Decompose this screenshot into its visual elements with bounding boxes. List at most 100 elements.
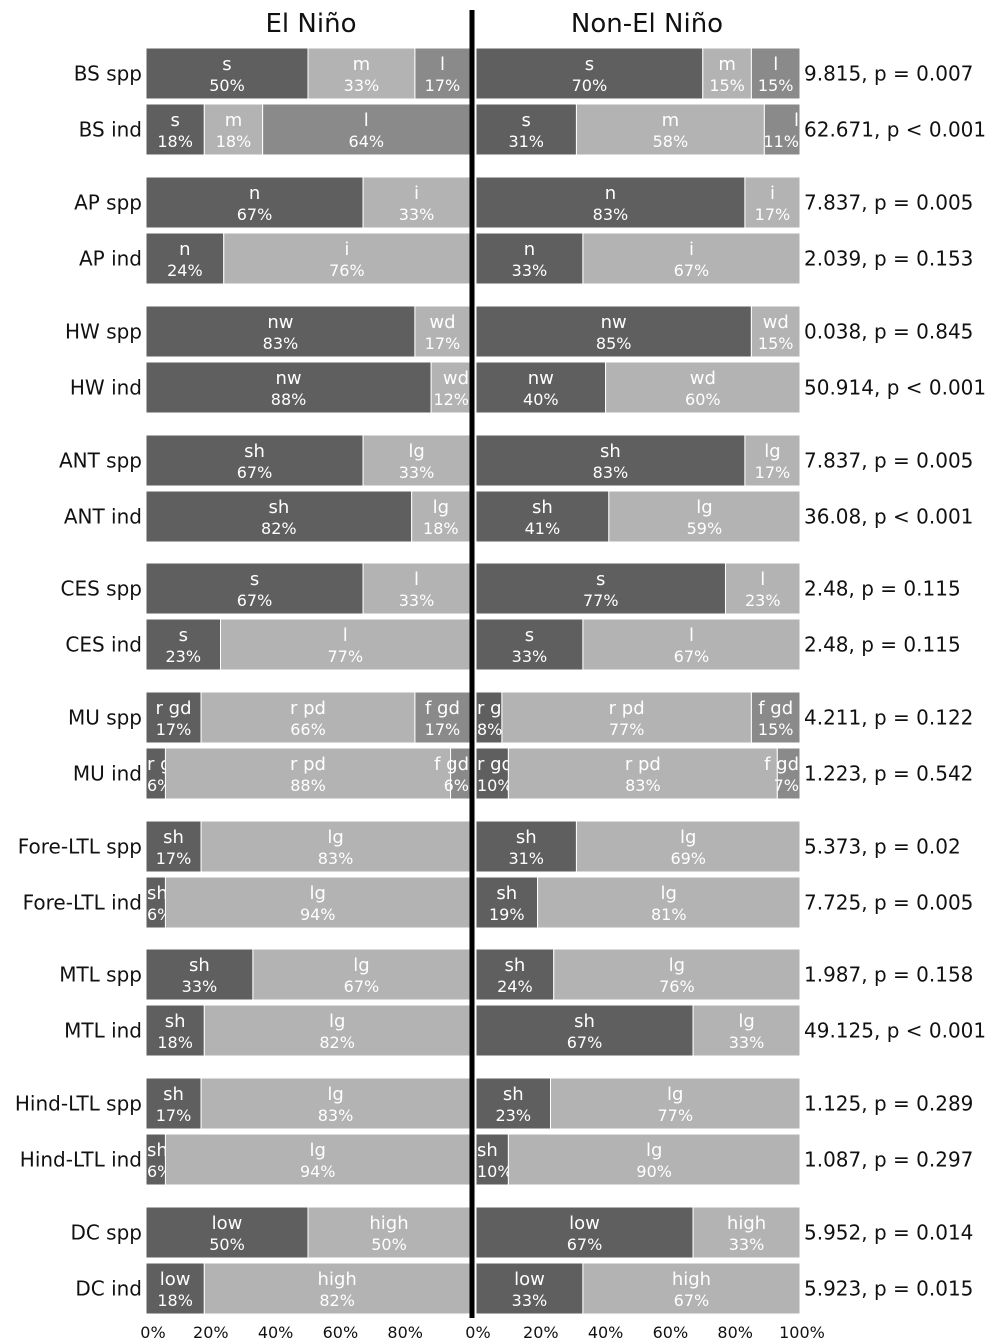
bar-segment-fore-ltl-ind-non-el_nino-1	[537, 876, 801, 929]
segment-name-ant-ind-el-nino-1: lg	[433, 497, 449, 518]
bar-segment-ap-ind-el-nino-0	[145, 232, 225, 285]
segment-name-hind-ltl-ind-el-nino-1: lg	[310, 1140, 326, 1161]
stat-label-ces-ind: 2.48, p = 0.115	[804, 633, 961, 657]
segment-name-ap-ind-non-el_nino-0: n	[524, 239, 535, 260]
bar-segment-hw-spp-el-nino-0	[145, 305, 416, 358]
segment-name-ap-spp-non-el_nino-1: i	[770, 183, 775, 204]
bar-segment-ant-spp-non-el_nino-1	[744, 434, 801, 487]
stat-label-dc-spp: 5.952, p = 0.014	[804, 1221, 973, 1245]
bar-segment-bs-spp-non-el_nino-0	[475, 47, 704, 100]
tick-label-right-3: 60%	[653, 1323, 689, 1342]
segment-pct-bs-spp-non-el_nino-0: 70%	[572, 76, 608, 95]
segment-pct-bs-ind-el-nino-0: 18%	[157, 132, 193, 151]
segment-name-mtl-ind-el-nino-0: sh	[165, 1011, 186, 1032]
stat-label-ap-ind: 2.039, p = 0.153	[804, 247, 973, 271]
bar-segment-hw-spp-el-nino-1	[414, 305, 471, 358]
stat-label-hind-ltl-spp: 1.125, p = 0.289	[804, 1092, 973, 1116]
segment-pct-hw-spp-non-el_nino-1: 15%	[758, 334, 794, 353]
bar-segment-hind-ltl-ind-el-nino-1	[164, 1133, 471, 1186]
segment-pct-mu-spp-non-el_nino-0: 8%	[477, 720, 502, 739]
segment-name-fore-ltl-ind-el-nino-0: sh	[147, 883, 168, 904]
segment-pct-hw-spp-non-el_nino-0: 85%	[596, 334, 632, 353]
segment-pct-bs-spp-el-nino-0: 50%	[209, 76, 245, 95]
bar-segment-mu-ind-non-el_nino-2	[776, 747, 801, 800]
segment-name-bs-ind-non-el_nino-0: s	[522, 110, 531, 131]
bar-segment-ap-ind-non-el_nino-1	[582, 232, 801, 285]
panel-title-el-nino: El Niño	[266, 9, 357, 39]
bar-segment-dc-spp-non-el_nino-1	[692, 1206, 801, 1259]
segment-pct-hind-ltl-spp-non-el_nino-0: 23%	[495, 1106, 531, 1125]
bar-segment-bs-spp-el-nino-0	[145, 47, 309, 100]
segment-pct-fore-ltl-spp-non-el_nino-0: 31%	[508, 849, 544, 868]
segment-pct-bs-ind-el-nino-2: 64%	[349, 132, 385, 151]
bar-segment-ap-spp-el-nino-1	[362, 176, 471, 229]
bar-segment-dc-spp-el-nino-0	[145, 1206, 309, 1259]
bar-segment-ces-spp-non-el_nino-1	[724, 562, 801, 615]
bar-segment-ant-ind-el-nino-0	[145, 490, 413, 543]
stat-label-hw-spp: 0.038, p = 0.845	[804, 320, 973, 344]
panel-title-non-el-nino: Non-El Niño	[571, 9, 723, 39]
segment-name-bs-spp-el-nino-1: m	[353, 54, 371, 75]
segment-pct-mtl-ind-el-nino-1: 82%	[319, 1033, 355, 1052]
segment-pct-mu-spp-non-el_nino-1: 77%	[609, 720, 645, 739]
row-label-hind-ltl-ind: Hind-LTL ind	[20, 1148, 142, 1172]
segment-name-ces-spp-el-nino-0: s	[250, 569, 259, 590]
row-label-mtl-spp: MTL spp	[59, 963, 142, 987]
segment-name-mu-spp-el-nino-0: r gd	[156, 698, 192, 719]
segment-pct-dc-spp-non-el_nino-1: 33%	[729, 1235, 765, 1254]
segment-pct-ap-spp-non-el_nino-1: 17%	[755, 205, 791, 224]
row-label-ces-ind: CES ind	[65, 633, 142, 657]
bar-segment-hw-ind-non-el_nino-0	[475, 361, 607, 414]
segment-pct-ap-ind-non-el_nino-1: 67%	[674, 261, 710, 280]
segment-pct-hw-ind-non-el_nino-1: 60%	[685, 390, 721, 409]
segment-pct-ant-ind-non-el_nino-1: 59%	[687, 519, 723, 538]
bar-segment-ant-spp-non-el_nino-0	[475, 434, 746, 487]
bar-segment-bs-ind-el-nino-2	[262, 103, 471, 156]
bar-segment-hw-ind-non-el_nino-1	[605, 361, 801, 414]
segment-name-ces-spp-non-el_nino-1: l	[760, 569, 765, 590]
segment-pct-mu-ind-el-nino-1: 88%	[290, 776, 326, 795]
segment-name-hind-ltl-ind-non-el_nino-1: lg	[646, 1140, 662, 1161]
segment-pct-bs-ind-non-el_nino-1: 58%	[653, 132, 689, 151]
bar-segment-bs-ind-non-el_nino-0	[475, 103, 577, 156]
segment-pct-fore-ltl-spp-el-nino-1: 83%	[318, 849, 354, 868]
segment-name-hind-ltl-spp-non-el_nino-0: sh	[503, 1084, 524, 1105]
tick-label-left-0: 0%	[140, 1323, 165, 1342]
segment-pct-mtl-spp-el-nino-0: 33%	[182, 977, 218, 996]
bar-segment-fore-ltl-spp-non-el_nino-1	[575, 820, 801, 873]
tick-label-right-2: 40%	[588, 1323, 624, 1342]
tick-label-right-0: 0%	[465, 1323, 490, 1342]
segment-pct-mu-ind-el-nino-2: 6%	[444, 776, 469, 795]
segment-name-mtl-spp-el-nino-1: lg	[353, 955, 369, 976]
segment-name-dc-ind-non-el_nino-0: low	[514, 1269, 545, 1290]
segment-name-fore-ltl-spp-el-nino-0: sh	[163, 827, 184, 848]
segment-name-ap-ind-el-nino-1: i	[344, 239, 349, 260]
segment-pct-mu-ind-non-el_nino-0: 10%	[477, 776, 513, 795]
segment-name-bs-spp-el-nino-0: s	[222, 54, 231, 75]
bar-segment-ap-spp-el-nino-0	[145, 176, 364, 229]
segment-pct-ap-ind-non-el_nino-0: 33%	[512, 261, 548, 280]
bar-segment-ces-spp-non-el_nino-0	[475, 562, 726, 615]
stat-label-mu-ind: 1.223, p = 0.542	[804, 762, 973, 786]
bar-segment-dc-ind-el-nino-0	[145, 1262, 205, 1315]
segment-pct-ces-spp-non-el_nino-1: 23%	[745, 591, 781, 610]
row-label-mtl-ind: MTL ind	[64, 1019, 142, 1043]
stat-label-dc-ind: 5.923, p = 0.015	[804, 1277, 973, 1301]
segment-name-ces-ind-non-el_nino-1: l	[689, 625, 694, 646]
bar-segment-ant-spp-el-nino-1	[362, 434, 471, 487]
segment-pct-dc-spp-non-el_nino-0: 67%	[567, 1235, 603, 1254]
bar-segment-hind-ltl-ind-non-el_nino-0	[475, 1133, 509, 1186]
segment-name-ant-ind-non-el_nino-0: sh	[532, 497, 553, 518]
segment-pct-dc-ind-el-nino-1: 82%	[319, 1291, 355, 1310]
bar-segment-bs-ind-non-el_nino-2	[763, 103, 801, 156]
segment-name-fore-ltl-ind-non-el_nino-0: sh	[496, 883, 517, 904]
bar-segment-mtl-spp-el-nino-0	[145, 948, 254, 1001]
segment-name-hind-ltl-ind-el-nino-0: sh	[147, 1140, 168, 1161]
segment-pct-hw-ind-non-el_nino-0: 40%	[523, 390, 559, 409]
bar-segment-hind-ltl-spp-non-el_nino-0	[475, 1077, 552, 1130]
bar-segment-ant-ind-non-el_nino-1	[608, 490, 801, 543]
segment-name-ap-ind-non-el_nino-1: i	[689, 239, 694, 260]
stat-label-mtl-spp: 1.987, p = 0.158	[804, 963, 973, 987]
segment-name-hind-ltl-spp-non-el_nino-1: lg	[667, 1084, 683, 1105]
